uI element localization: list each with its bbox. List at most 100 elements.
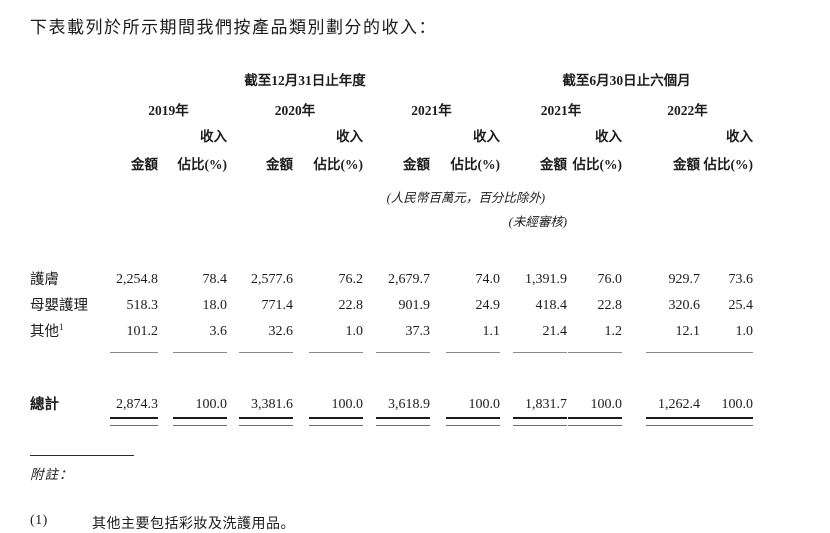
cell-value: 37.3	[405, 324, 431, 339]
total-value: 1,262.4	[658, 397, 700, 412]
col-header-pct: 佔比(%)	[572, 157, 623, 172]
col-header-revenue: 收入	[336, 129, 363, 144]
col-header-amount: 金額	[131, 157, 158, 172]
total-value: 3,381.6	[251, 397, 293, 412]
single-rule	[513, 350, 567, 353]
cell-value: 1.0	[735, 324, 754, 339]
total-value: 100.0	[195, 397, 228, 412]
cell-value: 25.4	[728, 298, 754, 313]
revenue-by-category-table: 截至12月31日止年度 截至6月30日止六個月 2019年 2020年 2021…	[30, 64, 753, 432]
cell-value: 76.2	[338, 272, 364, 287]
footnote-marker: (1)	[30, 513, 48, 528]
cell-value: 771.4	[261, 298, 294, 313]
col-header-amount: 金額	[403, 157, 430, 172]
cell-value: 2,679.7	[388, 272, 430, 287]
table-row-total: 總計 2,874.3 100.0 3,381.6 100.0 3,618.9 1…	[30, 389, 753, 414]
year-header-2021-interim: 2021年	[540, 103, 582, 118]
col-header-pct: 佔比(%)	[177, 157, 228, 172]
cell-value: 418.4	[535, 298, 568, 313]
row-label: 其他1	[30, 322, 64, 340]
single-rule	[646, 350, 700, 353]
page-title: 下表載列於所示期間我們按產品類別劃分的收入：	[30, 18, 437, 37]
cell-value: 78.4	[202, 272, 228, 287]
double-rule	[239, 417, 293, 426]
year-header-2020: 2020年	[274, 103, 316, 118]
table-row-skincare: 護膚 2,254.8 78.4 2,577.6 76.2 2,679.7 74.…	[30, 263, 753, 289]
col-header-revenue: 收入	[595, 129, 622, 144]
notes-heading: 附註：	[30, 467, 74, 482]
unit-note: (人民幣百萬元，百分比除外)	[386, 191, 545, 205]
col-header-pct: 佔比(%)	[313, 157, 364, 172]
group-header-interim: 截至6月30日止六個月	[562, 73, 691, 88]
empty-cell	[30, 90, 110, 120]
double-rule	[700, 417, 753, 426]
year-header-2021: 2021年	[411, 103, 452, 118]
year-header-2022-interim: 2022年	[667, 103, 708, 118]
cell-value: 929.7	[668, 272, 701, 287]
double-rule	[646, 417, 700, 426]
double-rule	[173, 417, 227, 426]
cell-value: 73.6	[728, 272, 754, 287]
cell-value: 101.2	[126, 324, 159, 339]
cell-value: 1.2	[604, 324, 623, 339]
double-rule	[309, 417, 363, 426]
amount-pct-header-row: 金額 佔比(%) 金額 佔比(%) 金額 佔比(%) 金額 佔比(%) 金額 佔…	[30, 146, 753, 174]
double-rule	[513, 417, 567, 426]
cell-value: 518.3	[126, 298, 159, 313]
cell-value: 32.6	[268, 324, 294, 339]
col-header-amount: 金額	[673, 157, 700, 172]
total-value: 100.0	[468, 397, 501, 412]
row-label: 護膚	[30, 272, 59, 288]
cell-value: 21.4	[542, 324, 568, 339]
total-value: 100.0	[721, 397, 754, 412]
total-rule-row	[30, 414, 753, 432]
col-header-revenue: 收入	[473, 129, 500, 144]
single-rule	[173, 350, 227, 353]
col-header-amount: 金額	[266, 157, 293, 172]
period-group-header-row: 截至12月31日止年度 截至6月30日止六個月	[30, 64, 753, 90]
empty-cell	[30, 64, 110, 90]
double-rule	[110, 417, 158, 426]
footnote-ref-superscript: 1	[59, 322, 64, 333]
audit-note: (未經審核)	[508, 215, 567, 229]
total-value: 3,618.9	[388, 397, 430, 412]
col-header-pct: 佔比(%)	[450, 157, 501, 172]
empty-cell	[30, 146, 110, 174]
cell-value: 24.9	[475, 298, 501, 313]
total-value: 1,831.7	[525, 397, 567, 412]
single-rule	[110, 350, 158, 353]
cell-value: 2,577.6	[251, 272, 293, 287]
cell-value: 2,254.8	[116, 272, 158, 287]
single-rule	[309, 350, 363, 353]
single-rule	[700, 350, 753, 353]
cell-value: 18.0	[202, 298, 228, 313]
col-header-amount: 金額	[540, 157, 567, 172]
cell-value: 3.6	[209, 324, 228, 339]
single-rule	[446, 350, 500, 353]
cell-value: 1.0	[345, 324, 364, 339]
row-label: 母嬰護理	[30, 298, 88, 314]
cell-value: 74.0	[475, 272, 501, 287]
col-header-revenue: 收入	[200, 129, 227, 144]
year-header-2019: 2019年	[148, 103, 189, 118]
cell-value: 320.6	[668, 298, 701, 313]
total-value: 100.0	[331, 397, 364, 412]
single-rule	[239, 350, 293, 353]
footnote-separator	[30, 455, 134, 456]
spacer-row	[30, 359, 753, 389]
cell-value: 12.1	[675, 324, 701, 339]
col-header-revenue: 收入	[726, 129, 753, 144]
double-rule	[568, 417, 622, 426]
audit-note-row: (未經審核)	[30, 207, 753, 231]
cell-value: 22.8	[597, 298, 623, 313]
single-rule	[568, 350, 622, 353]
col-header-pct: 佔比(%)	[703, 157, 754, 172]
table-row-others: 其他1 101.2 3.6 32.6 1.0 37.3 1.1 21.4 1.2…	[30, 315, 753, 341]
cell-value: 22.8	[338, 298, 364, 313]
unit-note-row: (人民幣百萬元，百分比除外)	[30, 174, 753, 207]
subtotal-rule-row	[30, 341, 753, 359]
year-header-row: 2019年 2020年 2021年 2021年 2022年	[30, 90, 753, 120]
single-rule	[376, 350, 430, 353]
total-value: 2,874.3	[116, 397, 158, 412]
footnote-text: 其他主要包括彩妝及洗護用品。	[92, 517, 295, 532]
